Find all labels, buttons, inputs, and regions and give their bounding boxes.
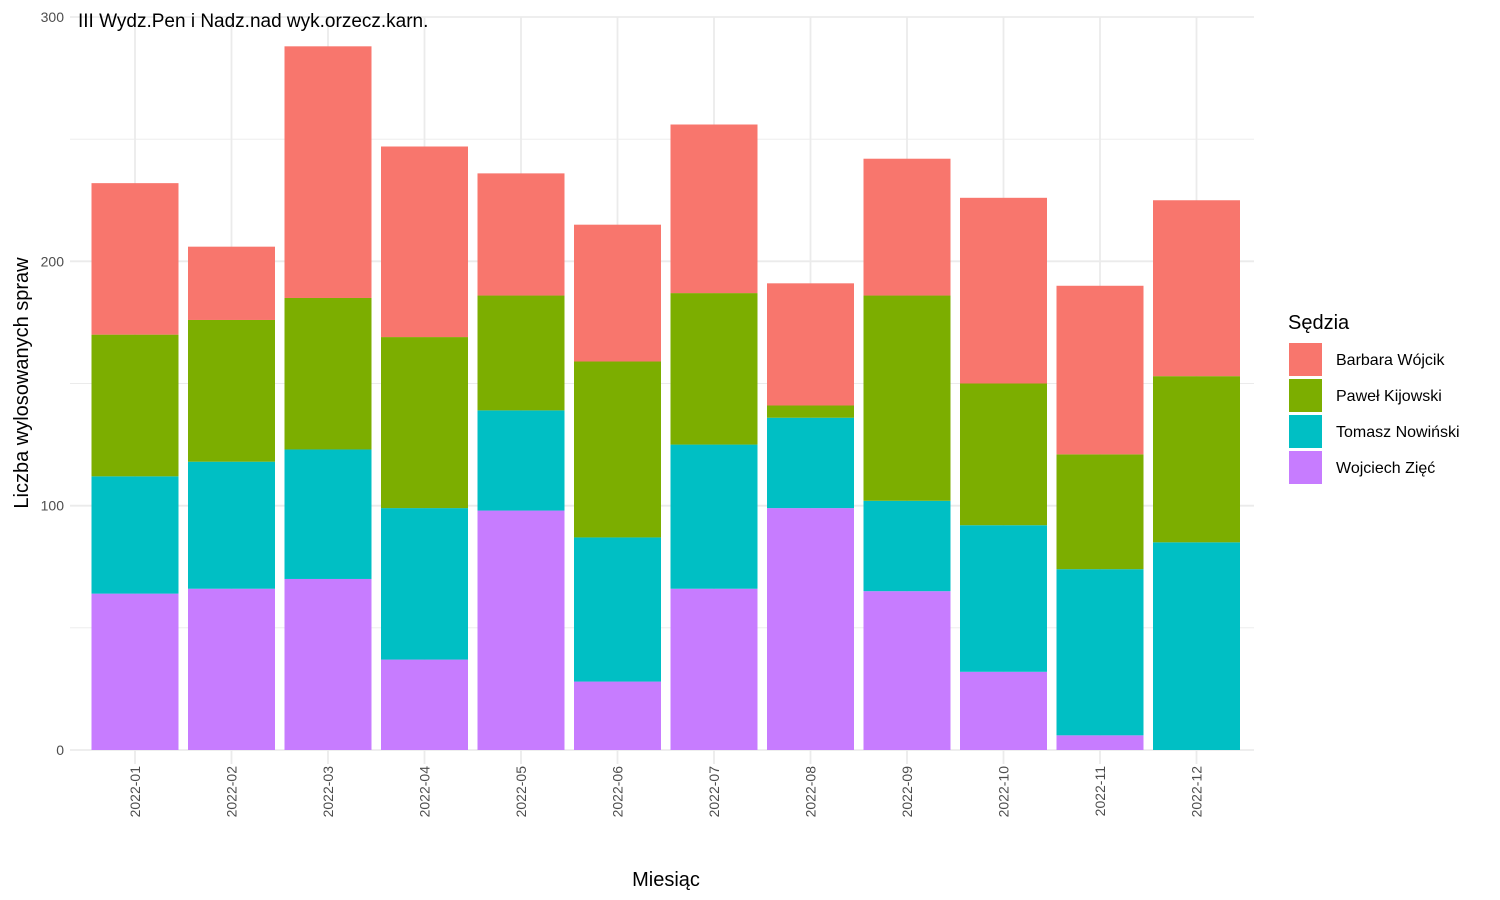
bar-segment <box>1056 285 1144 455</box>
bar-segment <box>767 405 854 418</box>
bar-segment <box>670 293 758 445</box>
legend-title: Sędzia <box>1288 312 1350 334</box>
bar-segment <box>863 591 951 750</box>
bar-segment <box>574 361 661 538</box>
x-tick-label: 2022-06 <box>610 766 626 818</box>
bar-segment <box>960 671 1047 750</box>
x-tick-label: 2022-04 <box>417 766 433 818</box>
bar-segment <box>477 510 565 750</box>
legend: Sędzia Barbara Wójcik Paweł Kijowski Tomas… <box>1288 312 1460 484</box>
bar-segment <box>188 319 275 462</box>
legend-swatch <box>1289 415 1322 448</box>
x-tick-label: 2022-05 <box>513 766 529 818</box>
legend-swatch <box>1289 343 1322 376</box>
bar-segment <box>188 461 275 589</box>
x-tick-label: 2022-09 <box>899 766 915 818</box>
legend-label: Barbara Wójcik <box>1336 352 1445 369</box>
bar-segment <box>960 525 1047 672</box>
bar-segment <box>284 46 372 298</box>
bar-segment <box>477 410 565 511</box>
bar-segment <box>284 578 372 750</box>
x-tick-label: 2022-03 <box>320 766 336 818</box>
x-axis-title: Miesiąc <box>632 869 700 891</box>
bar-segment <box>863 158 951 296</box>
x-tick-label: 2022-02 <box>224 766 240 818</box>
bar-segment <box>1153 376 1240 543</box>
bar-segment <box>284 449 372 579</box>
bar-segment <box>91 476 179 594</box>
bar-segment <box>1153 200 1240 377</box>
y-tick-label: 300 <box>41 9 65 25</box>
bar-segment <box>1056 454 1144 570</box>
bar-segment <box>960 383 1047 526</box>
x-tick-label: 2022-10 <box>996 766 1012 818</box>
chart-title: III Wydz.Pen i Nadz.nad wyk.orzecz.karn. <box>78 11 428 32</box>
bar-segment <box>1056 735 1144 750</box>
bar-segment <box>574 681 661 750</box>
bar-segment <box>767 283 854 406</box>
bars <box>91 46 1240 750</box>
bar-segment <box>960 197 1047 384</box>
bar-segment <box>574 224 661 362</box>
legend-label: Wojciech Zięć <box>1336 460 1435 477</box>
bar-segment <box>477 173 565 296</box>
bar-segment <box>477 295 565 411</box>
bar-segment <box>381 337 468 509</box>
bar-segment <box>91 334 179 477</box>
y-tick-labels: 0 100 200 300 <box>41 9 65 758</box>
bar-segment <box>670 444 758 589</box>
bar-segment <box>381 508 468 660</box>
x-tick-label: 2022-07 <box>706 766 722 818</box>
bar-segment <box>767 508 854 750</box>
y-axis-title: Liczba wylosowanych spraw <box>11 257 33 509</box>
bar-segment <box>767 417 854 509</box>
bar-segment <box>670 588 758 750</box>
legend-swatch <box>1289 451 1322 484</box>
bar-segment <box>91 183 179 335</box>
bar-segment <box>381 659 468 750</box>
legend-label: Tomasz Nowiński <box>1336 424 1460 441</box>
y-tick-label: 0 <box>56 742 64 758</box>
bar-segment <box>574 537 661 682</box>
y-tick-label: 100 <box>41 498 65 514</box>
x-tick-label: 2022-11 <box>1092 766 1108 817</box>
x-tick-label: 2022-12 <box>1189 766 1205 818</box>
bar-segment <box>863 500 951 592</box>
x-tick-label: 2022-01 <box>127 766 143 818</box>
bar-segment <box>381 146 468 338</box>
x-tick-labels: 2022-01 2022-02 2022-03 2022-04 2022-05 2022-… <box>127 766 1205 818</box>
bar-segment <box>1056 569 1144 736</box>
legend-label: Paweł Kijowski <box>1336 388 1442 405</box>
bar-segment <box>91 593 179 750</box>
bar-segment <box>863 295 951 501</box>
bar-segment <box>670 124 758 294</box>
legend-swatch <box>1289 379 1322 412</box>
bar-segment <box>284 297 372 450</box>
y-tick-label: 200 <box>41 253 65 269</box>
x-tick-label: 2022-08 <box>803 766 819 818</box>
bar-segment <box>188 246 275 320</box>
bar-segment <box>188 588 275 750</box>
bar-segment <box>1153 542 1240 750</box>
